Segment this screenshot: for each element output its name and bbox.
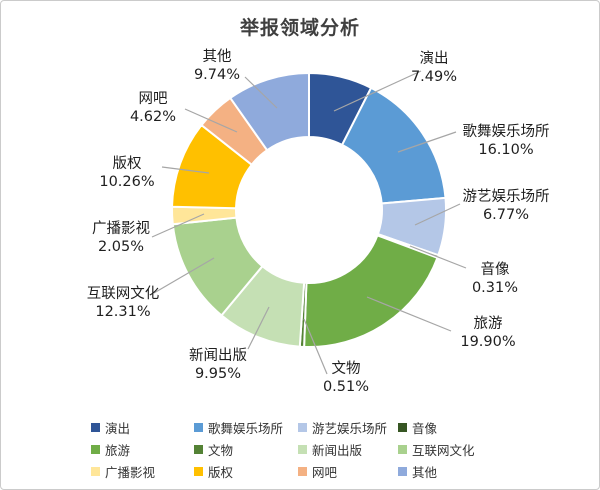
pie-slice <box>228 71 310 152</box>
legend-label: 新闻出版 <box>312 442 363 458</box>
legend-item: 广播影视 <box>91 462 194 481</box>
data-label: 其他 9.74% <box>194 48 240 83</box>
legend-swatch <box>91 444 100 454</box>
leader-line <box>161 166 210 174</box>
leader-line <box>414 203 461 226</box>
legend-item: 网吧 <box>298 462 398 481</box>
legend-item: 歌舞娱乐场所 <box>194 418 298 437</box>
legend-swatch <box>91 422 100 432</box>
data-label: 广播影视 2.05% <box>92 220 150 255</box>
data-label: 网吧 4.62% <box>130 91 176 125</box>
data-label: 演出 7.49% <box>411 50 457 85</box>
data-label: 互联网文化 12.31% <box>87 285 160 320</box>
legend-label: 互联网文化 <box>412 442 475 458</box>
legend-swatch <box>298 444 307 454</box>
legend-label: 游艺娱乐场所 <box>312 420 388 436</box>
legend-label: 版权 <box>208 464 234 480</box>
legend-item: 音像 <box>398 418 475 437</box>
legend-item: 其他 <box>398 462 475 481</box>
leader-line <box>333 70 422 112</box>
legend-label: 其他 <box>412 464 438 480</box>
leader-line <box>184 108 238 133</box>
data-label: 音像 0.31% <box>472 261 518 296</box>
data-label: 版权 10.26% <box>99 155 154 190</box>
legend-item: 旅游 <box>91 440 194 459</box>
leader-line <box>303 318 328 375</box>
legend-swatch <box>398 466 407 476</box>
legend-swatch <box>194 466 203 476</box>
data-label: 歌舞娱乐场所 16.10% <box>463 123 550 158</box>
donut-chart: 演出 7.49% 歌舞娱乐场所 16.10% 游艺娱乐场所 6.77% 音像 0.31% 旅游 1… <box>87 48 550 395</box>
legend-label: 演出 <box>105 420 131 436</box>
leader-line <box>153 257 215 294</box>
legend-swatch <box>298 422 307 432</box>
leader-line <box>247 306 270 350</box>
legend-swatch <box>298 466 307 476</box>
chart-legend: 演出 歌舞娱乐场所 游艺娱乐场所 音像旅游 文物 新闻出版 互联网文化广播影视 版权 网吧 其他 <box>91 416 475 482</box>
legend-swatch <box>194 444 203 454</box>
legend-swatch <box>91 466 100 476</box>
legend-swatch <box>398 422 407 432</box>
data-label: 游艺娱乐场所 6.77% <box>463 188 550 223</box>
legend-swatch <box>398 444 407 454</box>
legend-label: 歌舞娱乐场所 <box>208 420 284 436</box>
legend-swatch <box>194 422 203 432</box>
legend-item: 互联网文化 <box>398 440 475 459</box>
leader-line <box>151 213 205 238</box>
data-label: 旅游 19.90% <box>460 315 515 350</box>
legend-item: 版权 <box>194 462 298 481</box>
leader-line <box>244 76 278 109</box>
legend-item: 演出 <box>91 418 194 437</box>
data-label: 新闻出版 9.95% <box>189 347 247 382</box>
leader-line <box>366 296 452 332</box>
legend-item: 新闻出版 <box>298 440 398 459</box>
legend-label: 音像 <box>412 420 438 436</box>
legend-label: 旅游 <box>105 442 131 458</box>
legend-item: 文物 <box>194 440 298 459</box>
leader-line <box>397 131 457 153</box>
data-label: 文物 0.51% <box>323 360 369 395</box>
chart-title: 举报领域分析 <box>239 17 360 39</box>
pie-slice <box>303 234 439 348</box>
legend-item: 游艺娱乐场所 <box>298 418 398 437</box>
leader-line <box>409 245 467 269</box>
legend-label: 文物 <box>208 442 234 458</box>
legend-label: 网吧 <box>312 464 338 480</box>
legend-label: 广播影视 <box>105 464 156 480</box>
